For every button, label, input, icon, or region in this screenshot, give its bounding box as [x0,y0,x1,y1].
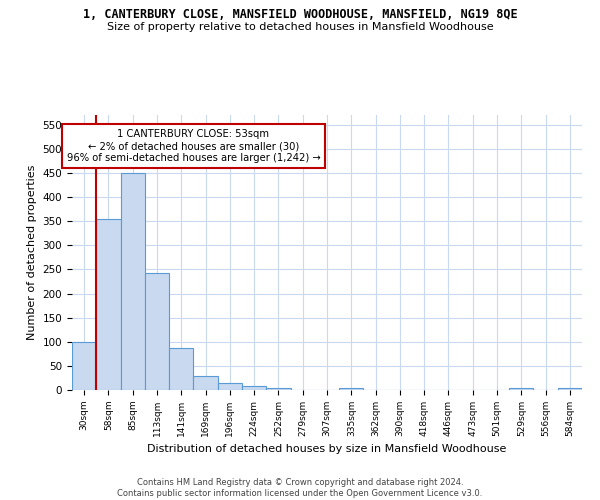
Bar [96,218,121,390]
Bar [169,348,193,390]
Text: 1, CANTERBURY CLOSE, MANSFIELD WOODHOUSE, MANSFIELD, NG19 8QE: 1, CANTERBURY CLOSE, MANSFIELD WOODHOUSE… [83,8,517,20]
Bar [339,388,364,390]
Text: Contains HM Land Registry data © Crown copyright and database right 2024.
Contai: Contains HM Land Registry data © Crown c… [118,478,482,498]
Bar [218,383,242,390]
Bar [509,388,533,390]
Bar [121,173,145,390]
Text: 1 CANTERBURY CLOSE: 53sqm
← 2% of detached houses are smaller (30)
96% of semi-d: 1 CANTERBURY CLOSE: 53sqm ← 2% of detach… [67,130,320,162]
Bar [193,376,218,390]
Bar [266,388,290,390]
Y-axis label: Number of detached properties: Number of detached properties [27,165,37,340]
Bar [242,386,266,390]
Text: Size of property relative to detached houses in Mansfield Woodhouse: Size of property relative to detached ho… [107,22,493,32]
Bar [145,273,169,390]
Bar [558,388,582,390]
X-axis label: Distribution of detached houses by size in Mansfield Woodhouse: Distribution of detached houses by size … [148,444,506,454]
Bar [72,342,96,390]
